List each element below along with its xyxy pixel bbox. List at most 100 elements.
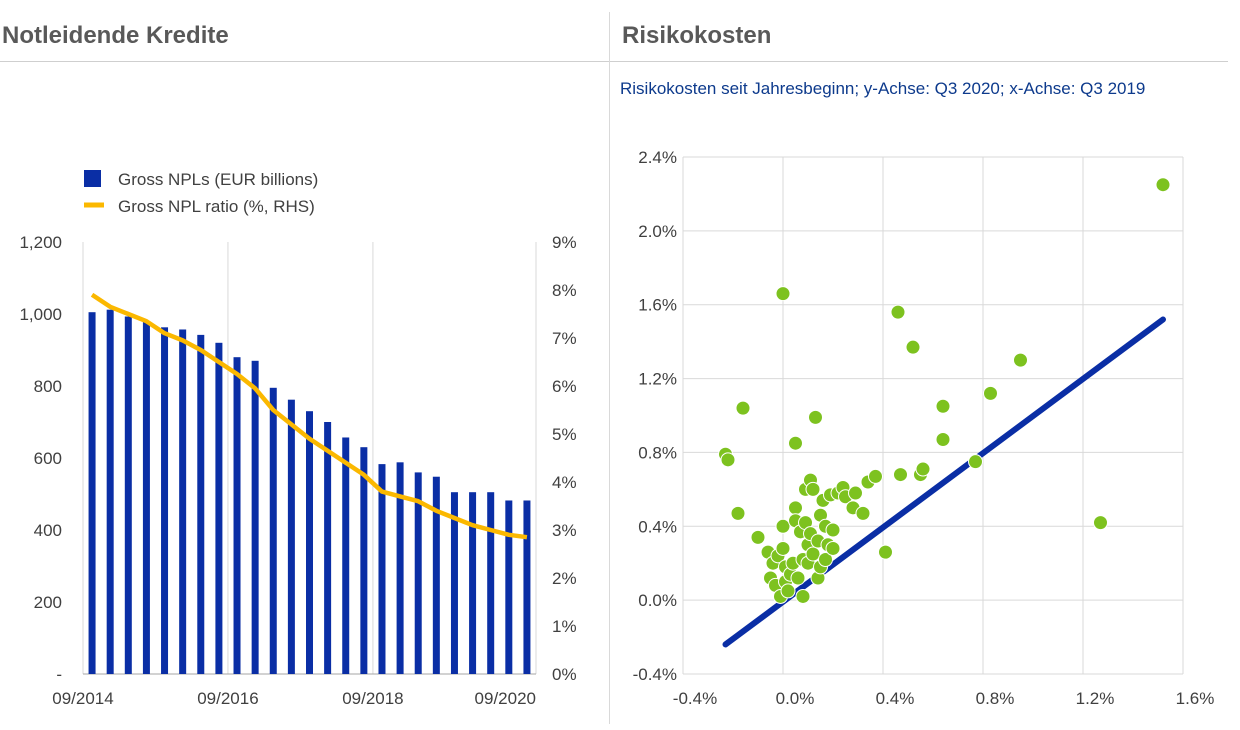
npl-y-right-tick: 6% <box>552 377 577 396</box>
scatter-y-tick: 0.4% <box>638 517 677 536</box>
scatter-y-tick: 0.0% <box>638 591 677 610</box>
npl-y-left-tick: - <box>56 665 62 684</box>
scatter-point <box>968 454 983 470</box>
legend-swatch-npl-bars <box>84 170 101 187</box>
npl-bar <box>88 312 96 674</box>
scatter-point <box>720 452 736 468</box>
scatter-point <box>983 385 998 401</box>
scatter-point <box>935 398 951 414</box>
npl-y-left-tick: 400 <box>34 521 62 540</box>
npl-y-right-tick: 3% <box>552 521 577 540</box>
scatter-x-tick: 0.8% <box>976 689 1015 708</box>
npl-y-right-tick: 1% <box>552 617 577 636</box>
scatter-point <box>775 518 791 534</box>
npl-y-left-tick: 800 <box>34 377 62 396</box>
npl-bar <box>233 357 241 674</box>
scatter-point <box>1093 515 1108 531</box>
npl-bar <box>432 476 440 674</box>
scatter-point <box>788 435 803 451</box>
npl-y-right-tick: 0% <box>552 665 577 684</box>
scatter-y-tick: 0.8% <box>638 443 677 462</box>
npl-bar <box>142 321 150 674</box>
npl-bar <box>505 500 513 674</box>
npl-y-left-tick: 200 <box>34 593 62 612</box>
right-panel-title: Risikokosten <box>622 22 772 49</box>
npl-bar <box>251 360 259 674</box>
npl-bar <box>469 492 477 674</box>
npl-bar <box>197 334 205 674</box>
npl-y-right-tick: 5% <box>552 425 577 444</box>
npl-bar <box>287 399 295 674</box>
npl-x-tick: 09/2016 <box>197 689 258 708</box>
header-divider <box>0 61 1228 62</box>
npl-bar <box>179 329 187 674</box>
scatter-point <box>750 529 766 545</box>
scatter-point <box>788 500 803 516</box>
scatter-point <box>805 481 821 497</box>
left-panel-title: Notleidende Kredite <box>2 22 229 49</box>
scatter-point <box>818 552 833 568</box>
scatter-point <box>825 540 841 556</box>
npl-bar <box>360 447 368 674</box>
scatter-point <box>1013 352 1028 368</box>
scatter-point <box>790 570 806 586</box>
scatter-point <box>808 409 823 425</box>
scatter-point <box>893 467 908 483</box>
npl-bar-line-chart: - 200 400 600 800 1,000 1,200 0% 1% 2% 3% 4% 5% 6% 7% 8… <box>19 170 577 708</box>
scatter-x-tick: 1.2% <box>1076 689 1115 708</box>
scatter-point <box>890 304 906 320</box>
legend-label-npl-bars: Gross NPLs (EUR billions) <box>118 170 318 189</box>
npl-y-right-tick: 7% <box>552 329 577 348</box>
scatter-diagonal-line <box>722 316 1166 648</box>
scatter-point <box>935 432 951 448</box>
scatter-x-tick: 1.6% <box>1176 689 1215 708</box>
npl-ratio-line <box>90 292 528 540</box>
npl-y-right-tick: 4% <box>552 473 577 492</box>
scatter-y-tick: 2.0% <box>638 222 677 241</box>
scatter-point <box>775 540 791 556</box>
npl-x-tick: 09/2018 <box>342 689 403 708</box>
scatter-x-tick: -0.4% <box>673 689 717 708</box>
npl-bar <box>106 309 114 674</box>
npl-bar <box>487 492 495 674</box>
scatter-point <box>878 544 893 560</box>
npl-y-left-tick: 1,200 <box>19 233 62 252</box>
npl-bar <box>306 411 313 674</box>
scatter-point <box>735 400 751 416</box>
npl-y-right-tick: 9% <box>552 233 577 252</box>
npl-x-tick: 09/2014 <box>52 689 113 708</box>
npl-y-right-tick: 8% <box>552 281 577 300</box>
scatter-point <box>868 468 883 484</box>
scatter-point <box>795 588 811 604</box>
npl-bar <box>450 492 458 674</box>
scatter-point <box>848 485 863 501</box>
npl-bar <box>378 464 386 674</box>
scatter-point <box>1155 177 1171 193</box>
scatter-point <box>855 505 871 521</box>
scatter-x-tick: 0.4% <box>876 689 915 708</box>
scatter-point <box>905 339 921 355</box>
npl-bar <box>523 500 531 674</box>
npl-y-left-tick: 600 <box>34 449 62 468</box>
npl-bar <box>396 462 404 674</box>
npl-x-tick: 09/2020 <box>475 689 536 708</box>
scatter-point <box>780 583 796 599</box>
npl-y-left-tick: 1,000 <box>19 305 62 324</box>
npl-bar <box>414 472 422 674</box>
scatter-y-tick: -0.4% <box>633 665 677 684</box>
npl-bar <box>215 342 223 674</box>
legend-label-npl-ratio: Gross NPL ratio (%, RHS) <box>118 197 315 216</box>
npl-y-right-tick: 2% <box>552 569 577 588</box>
scatter-point <box>805 546 821 562</box>
npl-bar <box>161 327 169 674</box>
scatter-subtitle: Risikokosten seit Jahresbeginn; y-Achse:… <box>620 79 1146 98</box>
scatter-point <box>775 286 791 302</box>
scatter-y-tick: 1.2% <box>638 370 677 389</box>
npl-bar <box>124 316 132 674</box>
npl-bar <box>324 422 332 674</box>
npl-bar <box>269 387 277 674</box>
scatter-y-tick: 2.4% <box>638 148 677 167</box>
scatter-point <box>730 505 746 521</box>
npl-bar <box>342 437 350 674</box>
